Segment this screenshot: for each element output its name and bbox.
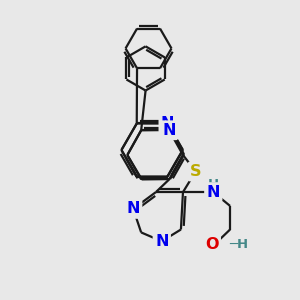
Text: O: O bbox=[205, 237, 219, 252]
Text: N: N bbox=[207, 184, 220, 200]
Text: N: N bbox=[161, 116, 174, 131]
Text: H: H bbox=[208, 178, 219, 191]
Text: ─H: ─H bbox=[230, 238, 249, 251]
Text: N: N bbox=[162, 123, 176, 138]
Text: N: N bbox=[127, 201, 140, 216]
Text: N: N bbox=[155, 234, 169, 249]
Text: S: S bbox=[190, 164, 201, 179]
